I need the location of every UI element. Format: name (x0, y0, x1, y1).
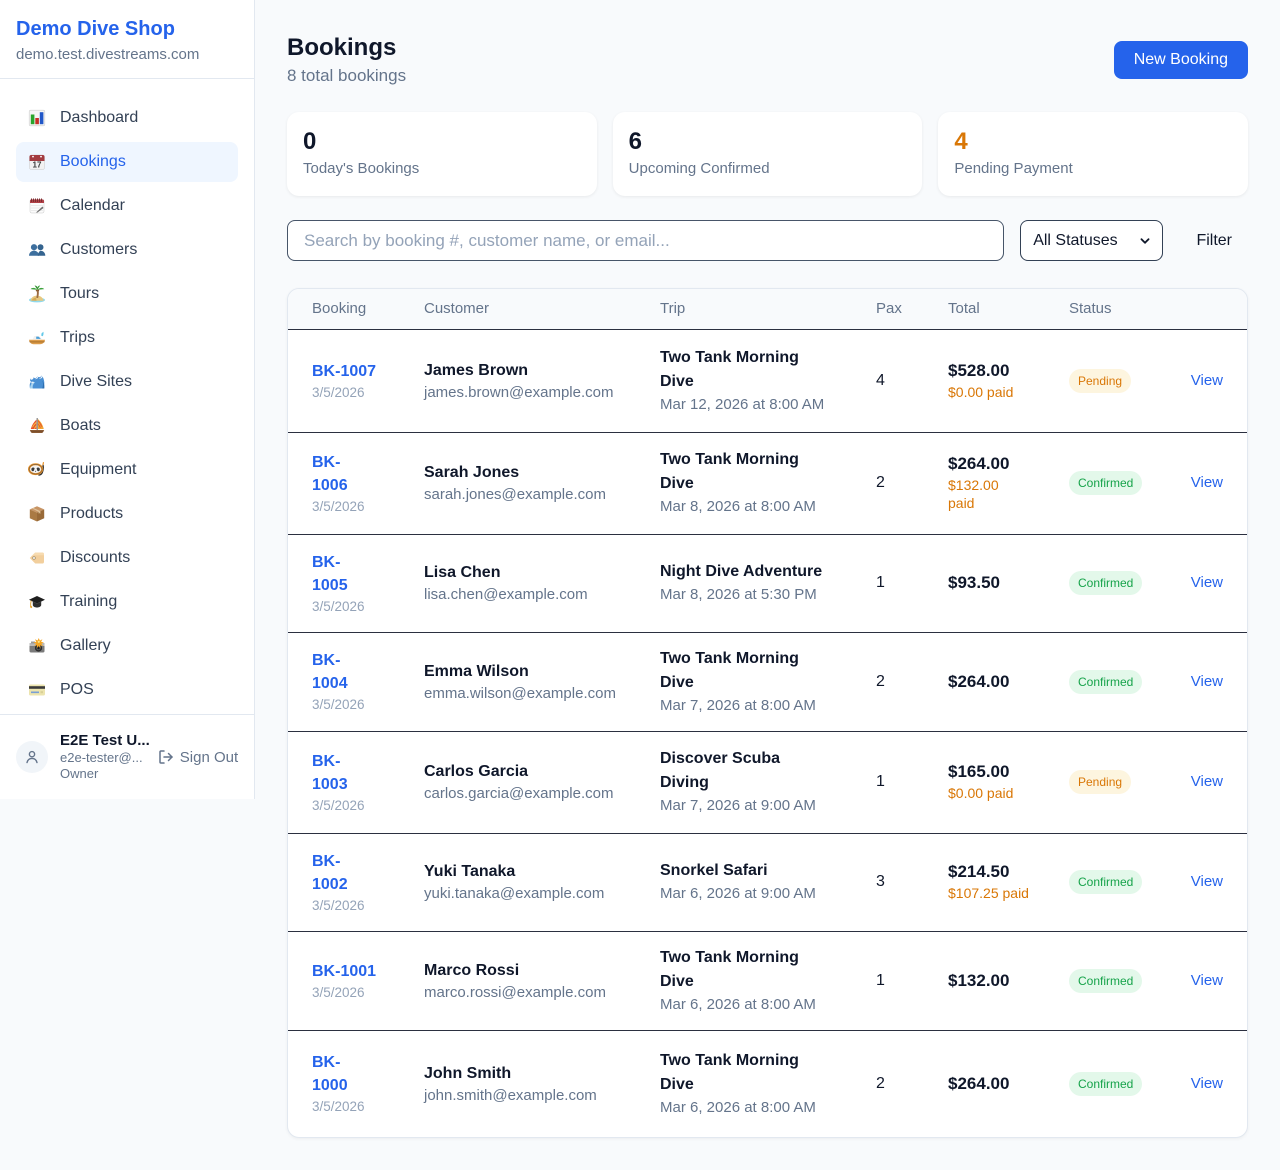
svg-text:17: 17 (33, 161, 42, 170)
